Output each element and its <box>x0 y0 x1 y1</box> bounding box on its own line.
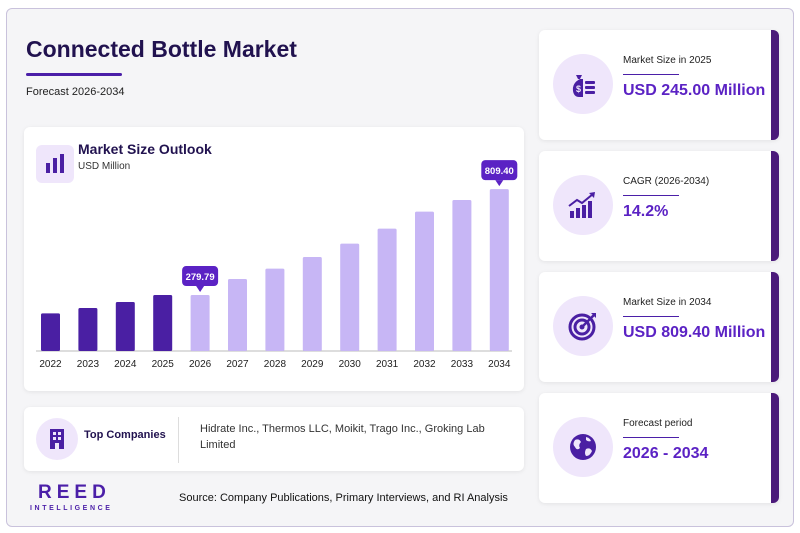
stat-value: USD 809.40 Million <box>623 324 766 341</box>
bar-2028 <box>265 268 285 351</box>
source-note: Source: Company Publications, Primary In… <box>179 492 508 504</box>
stat-value: 14.2% <box>623 203 669 220</box>
chart-title: Market Size Outlook <box>78 141 212 157</box>
x-tick-label: 2034 <box>488 359 511 370</box>
bar-chart-icon <box>36 145 74 183</box>
bar-2034 <box>489 189 509 351</box>
stat-value: USD 245.00 Million <box>623 82 766 99</box>
bar-2029 <box>302 257 322 351</box>
stat-card-market-2025: $ Market Size in 2025 USD 245.00 Million <box>539 30 779 140</box>
brand-logo: REED <box>38 482 111 503</box>
stat-value: 2026 - 2034 <box>623 445 709 462</box>
stat-label: Market Size in 2034 <box>623 297 712 308</box>
page-title: Connected Bottle Market <box>26 36 297 62</box>
chart-card: Market Size Outlook USD Million 2022 2023… <box>24 127 524 391</box>
target-icon <box>553 296 613 356</box>
bar-2030 <box>340 243 360 351</box>
bar-2022 <box>41 313 60 351</box>
bar-2033 <box>452 200 472 351</box>
bar-2031 <box>377 228 397 351</box>
x-tick-label: 2027 <box>226 359 249 370</box>
top-companies-label: Top Companies <box>84 429 166 441</box>
x-tick-label: 2025 <box>152 359 175 370</box>
bar-2025 <box>153 295 173 351</box>
top-companies-card: Top Companies Hidrate Inc., Thermos LLC,… <box>24 407 524 471</box>
x-tick-label: 2029 <box>301 359 324 370</box>
svg-text:$: $ <box>576 84 581 94</box>
chart-unit: USD Million <box>78 161 131 172</box>
brand-logo-subtitle: INTELLIGENCE <box>30 505 113 512</box>
svg-text:279.79: 279.79 <box>186 272 215 283</box>
divider <box>178 417 179 463</box>
stat-card-forecast-period: Forecast period 2026 - 2034 <box>539 393 779 503</box>
top-companies-list: Hidrate Inc., Thermos LLC, Moikit, Trago… <box>200 423 485 451</box>
stat-label: Market Size in 2025 <box>623 55 712 66</box>
globe-icon <box>553 417 613 477</box>
bar-2023 <box>78 308 98 351</box>
bar-2026 <box>190 295 210 351</box>
x-tick-label: 2026 <box>189 359 212 370</box>
stat-underline <box>623 195 679 196</box>
x-tick-label: 2031 <box>376 359 399 370</box>
x-tick-label: 2023 <box>77 359 100 370</box>
svg-text:809.40: 809.40 <box>485 166 514 177</box>
stat-label: CAGR (2026-2034) <box>623 176 710 187</box>
bar-2024 <box>115 302 135 351</box>
bar-2027 <box>228 279 247 351</box>
stat-underline <box>623 74 679 75</box>
x-tick-label: 2022 <box>39 359 62 370</box>
bar-2032 <box>415 211 434 351</box>
page-subtitle: Forecast 2026-2034 <box>26 86 125 98</box>
stat-card-market-2034: Market Size in 2034 USD 809.40 Million <box>539 272 779 382</box>
stat-card-cagr: CAGR (2026-2034) 14.2% <box>539 151 779 261</box>
data-label-2034: 809.40 <box>481 160 518 187</box>
data-label-2026: 279.79 <box>182 266 219 293</box>
x-tick-label: 2024 <box>114 359 137 370</box>
x-tick-label: 2032 <box>413 359 436 370</box>
building-icon <box>36 418 78 460</box>
bar-chart: 2022 2023 2024 2025 2026 279.79 2027 2028 2029 20… <box>36 160 518 370</box>
stat-label: Forecast period <box>623 418 693 429</box>
stat-underline <box>623 316 679 317</box>
growth-chart-icon <box>553 175 613 235</box>
x-tick-label: 2033 <box>451 359 474 370</box>
title-underline <box>26 73 122 76</box>
x-tick-label: 2030 <box>339 359 362 370</box>
x-tick-label: 2028 <box>264 359 287 370</box>
money-bag-icon: $ <box>553 54 613 114</box>
stat-underline <box>623 437 679 438</box>
